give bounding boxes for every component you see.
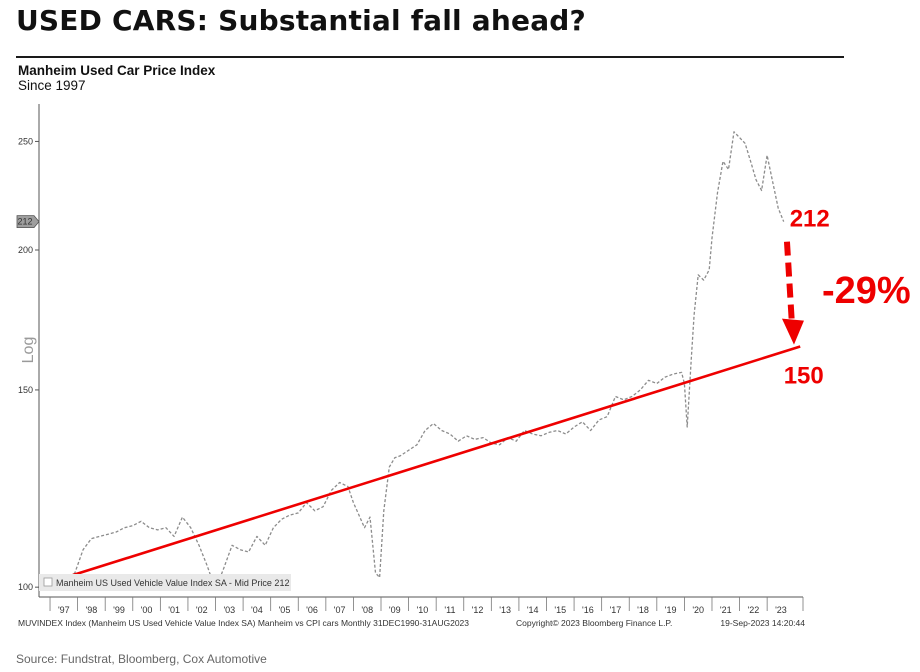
last-value-tag-label: 212 xyxy=(17,217,32,227)
x-tick-label: '02 xyxy=(196,605,208,615)
footer-left-text: MUVINDEX Index (Manheim US Used Vehicle … xyxy=(18,618,469,628)
x-tick-label: '14 xyxy=(527,605,539,615)
chart-legend: Manheim US Used Vehicle Value Index SA -… xyxy=(39,574,291,591)
y-axis-label: Log xyxy=(20,337,37,364)
x-tick-label: '00 xyxy=(141,605,153,615)
x-tick-label: '09 xyxy=(389,605,401,615)
y-tick-label: 100 xyxy=(18,582,33,592)
x-tick-label: '16 xyxy=(582,605,594,615)
page-headline: USED CARS: Substantial fall ahead? xyxy=(16,4,586,37)
y-tick-label: 250 xyxy=(18,136,33,146)
chart-marks: 212 -29% 150 xyxy=(781,206,911,390)
x-tick-label: '18 xyxy=(637,605,649,615)
legend-label: Manheim US Used Vehicle Value Index SA -… xyxy=(56,578,289,588)
x-tick-label: '11 xyxy=(444,605,455,615)
x-tick-label: '03 xyxy=(223,605,235,615)
footer-copyright-text: Copyright© 2023 Bloomberg Finance L.P. xyxy=(516,618,672,628)
current-value-label: 212 xyxy=(790,206,830,233)
last-value-tag: 212 xyxy=(16,215,40,229)
x-tick-label: '07 xyxy=(334,605,346,615)
x-tick-label: '13 xyxy=(499,605,511,615)
chart-axes: 100 150 200 250 Log '97 '98 '99 '00 '01 '02 '03 '04 '… xyxy=(16,104,804,615)
chart-title: Manheim Used Car Price Index xyxy=(18,63,216,78)
x-tick-label: '12 xyxy=(472,605,484,615)
source-note: Source: Fundstrat, Bloomberg, Cox Automo… xyxy=(16,652,267,666)
x-tick-label: '21 xyxy=(720,605,732,615)
headline-divider xyxy=(16,56,844,58)
y-tick-label: 200 xyxy=(18,245,33,255)
x-tick-label: '01 xyxy=(168,605,180,615)
chart-footer: MUVINDEX Index (Manheim US Used Vehicle … xyxy=(18,618,805,628)
y-tick-label: 150 xyxy=(18,385,33,395)
x-tick-label: '17 xyxy=(610,605,622,615)
chart-subtitle: Since 1997 xyxy=(18,78,86,93)
x-tick-label: '10 xyxy=(417,605,429,615)
x-tick-label: '20 xyxy=(692,605,704,615)
target-value-label: 150 xyxy=(784,363,824,390)
legend-box xyxy=(39,574,291,591)
x-tick-label: '19 xyxy=(665,605,677,615)
last-value-tag-shape xyxy=(16,215,40,229)
x-tick-label: '99 xyxy=(113,605,125,615)
x-tick-label: '98 xyxy=(86,605,98,615)
chart-series xyxy=(49,131,801,591)
price-index-line xyxy=(49,131,785,591)
legend-swatch xyxy=(43,577,53,587)
change-percent-label: -29% xyxy=(822,270,911,312)
x-tick-label: '23 xyxy=(775,605,787,615)
x-tick-label: '06 xyxy=(306,605,318,615)
decline-arrow-head xyxy=(781,318,804,345)
x-tick-label: '15 xyxy=(554,605,566,615)
x-tick-label: '04 xyxy=(251,605,263,615)
x-tick-label: '08 xyxy=(361,605,373,615)
x-tick-label: '22 xyxy=(747,605,759,615)
footer-timestamp-text: 19-Sep-2023 14:20:44 xyxy=(720,618,805,628)
x-tick-label: '97 xyxy=(58,605,70,615)
decline-arrow-shaft xyxy=(783,241,795,325)
trend-line xyxy=(49,345,801,584)
x-tick-label: '05 xyxy=(279,605,291,615)
